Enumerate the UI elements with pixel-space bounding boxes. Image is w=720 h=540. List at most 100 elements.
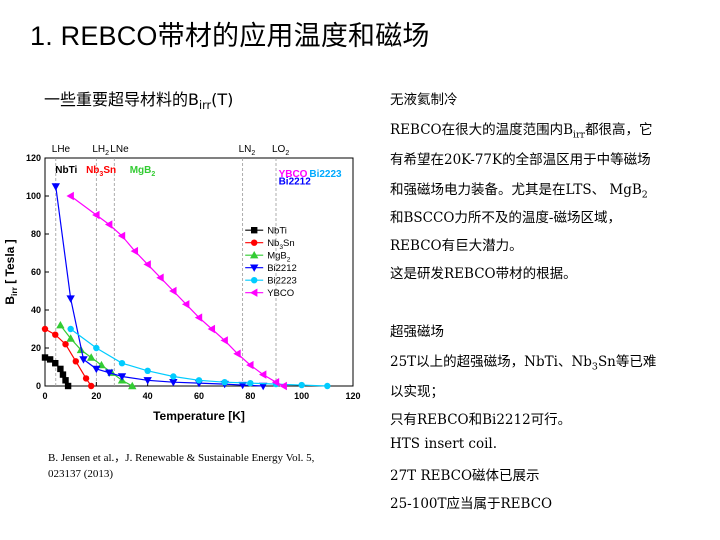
series-line-Bi2212: [55, 186, 264, 387]
text-line-9: 25T以上的超强磁场，NbTi、Nb3Sn等已难: [390, 350, 656, 373]
series-point-Bi2223-7: [247, 379, 254, 387]
series-point-Bi2223-0: [67, 325, 74, 333]
citation: B. Jensen et al.，J. Renewable & Sustaina…: [48, 450, 358, 482]
series-point-YBCO-6: [156, 273, 164, 282]
series-point-Bi2212-4: [104, 369, 114, 377]
legend-marker-Bi2223: [251, 277, 258, 284]
ref-label-1: LH2: [92, 144, 109, 157]
series-point-YBCO-11: [220, 336, 228, 345]
series-point-Bi2212-10: [238, 381, 247, 390]
chart-subtitle: 一些重要超导材料的Birr(T): [44, 86, 233, 112]
y-tick-label-0: 0: [36, 381, 41, 391]
series-point-YBCO-4: [130, 246, 139, 256]
text-line-9-pre: 25T以上的超强磁场，NbTi、Nb: [390, 354, 592, 370]
series-point-Bi2212-1: [66, 295, 75, 303]
series-point-Bi2223-10: [324, 382, 331, 390]
page-title: 1. REBCO带材的应用温度和磁场: [30, 21, 430, 51]
text-line-12: HTS insert coil.: [390, 436, 498, 452]
text-line-2-sub: irr: [573, 129, 586, 141]
series-point-Bi2223-3: [144, 367, 151, 374]
y-tick-label-3: 60: [31, 267, 41, 277]
plot-frame: [44, 157, 354, 387]
region-label-0: NbTi: [55, 165, 77, 176]
series-point-NbTi-3: [57, 365, 64, 373]
legend-label-Bi2212: Bi2212: [267, 263, 297, 274]
series-point-NbTi-1: [46, 356, 54, 363]
y-tick-label-2: 40: [31, 305, 41, 315]
series-point-YBCO-3: [117, 231, 126, 241]
y-axis-label: Birr [ Tesla ]: [3, 239, 19, 304]
series-point-Bi2212-3: [92, 365, 101, 374]
text-line-7: 这是研发REBCO带材的根据。: [390, 266, 577, 282]
series-point-NbTi-2: [52, 360, 59, 367]
x-tick-label-2: 40: [143, 391, 153, 401]
text-line-13: 27T REBCO磁体已展示: [390, 468, 540, 484]
series-point-Bi2223-6: [221, 379, 228, 386]
region-label-3: YBCO: [279, 169, 308, 180]
series-point-Nb3Sn-1: [52, 331, 59, 338]
series-point-YBCO-10: [207, 324, 216, 334]
series-point-YBCO-5: [143, 260, 151, 269]
x-tick-label-6: 120: [345, 391, 360, 401]
series-point-Bi2212-11: [258, 382, 268, 391]
birr-chart: LHe LH2 LNe LN2 LO2 0 20 40 60 80 100 120 0 20 40 60 80 1…: [0, 130, 380, 430]
series-point-YBCO-14: [258, 370, 267, 379]
x-tick-label-3: 60: [194, 391, 204, 401]
series-point-Nb3Sn-2: [62, 341, 69, 348]
subtitle-main: 一些重要超导材料的B: [44, 90, 199, 109]
text-line-4: 和强磁场电力装备。尤其是在LTS、 MgB2: [390, 178, 648, 201]
legend-marker-YBCO: [250, 288, 258, 297]
subtitle-unit: (T): [211, 90, 234, 109]
text-line-14: 25-100T应当属于REBCO: [390, 496, 553, 512]
series-point-Nb3Sn-0: [41, 325, 49, 333]
subtitle-sub: irr: [198, 99, 212, 113]
series-point-Bi2212-7: [169, 379, 178, 387]
text-line-1: 无液氦制冷: [390, 92, 458, 108]
text-line-4-sub: 2: [641, 189, 648, 201]
citation-line-1: B. Jensen et al.，J. Renewable & Sustaina…: [48, 452, 315, 464]
series-point-MgB2-3: [87, 353, 96, 361]
series-point-Bi2223-1: [93, 344, 100, 352]
text-line-5: 和BSCCO力所不及的温度-磁场区域，: [390, 210, 621, 226]
text-line-10: 以实现；: [390, 384, 444, 400]
series-point-NbTi-4: [59, 371, 67, 378]
series-point-Bi2212-0: [51, 183, 60, 191]
series-point-Bi2212-5: [117, 373, 127, 381]
series-point-YBCO-8: [181, 300, 190, 309]
region-label-5: Bi2212: [279, 177, 312, 188]
x-tick-label-1: 20: [91, 391, 101, 401]
x-tick-label-0: 0: [42, 391, 47, 401]
series-point-YBCO-12: [233, 349, 241, 358]
y-tick-label-1: 20: [31, 343, 41, 353]
series-point-Bi2223-9: [298, 381, 305, 389]
legend-marker-NbTi: [251, 227, 258, 234]
text-line-2-pre: REBCO在很大的温度范围内B: [390, 122, 574, 138]
series-point-NbTi-5: [62, 377, 69, 384]
series-point-Bi2212-6: [143, 377, 152, 385]
x-axis-label: Temperature [K]: [153, 409, 245, 423]
y-tick-label-5: 100: [26, 191, 41, 201]
region-label-4: Bi2223: [309, 169, 342, 180]
series-point-Nb3Sn-5: [88, 382, 95, 390]
legend-label-Nb3Sn: Nb3Sn: [267, 238, 294, 251]
citation-line-2: 023137 (2013): [48, 468, 114, 480]
ref-label-3: LN2: [239, 144, 256, 157]
series-point-YBCO-13: [246, 360, 254, 370]
legend-marker-MgB2: [250, 251, 259, 259]
series-point-YBCO-7: [169, 286, 177, 296]
series-point-YBCO-0: [66, 191, 74, 201]
series-point-YBCO-1: [92, 210, 100, 220]
series-point-Bi2223-5: [195, 377, 203, 384]
text-line-8: 超强磁场: [390, 324, 444, 340]
series-point-MgB2-1: [66, 334, 75, 342]
series-point-YBCO-9: [194, 313, 203, 322]
series-line-YBCO: [70, 195, 284, 387]
series-point-NbTi-6: [64, 382, 72, 390]
legend-label-YBCO: YBCO: [267, 288, 294, 299]
region-label-1: Nb3Sn: [86, 165, 116, 178]
legend-label-MgB2: MgB2: [267, 251, 291, 264]
series-point-MgB2-7: [128, 381, 137, 390]
x-tick-label-4: 80: [245, 391, 255, 401]
text-line-9-post: Sn等已难: [597, 354, 657, 370]
legend-marker-Nb3Sn: [251, 239, 258, 246]
